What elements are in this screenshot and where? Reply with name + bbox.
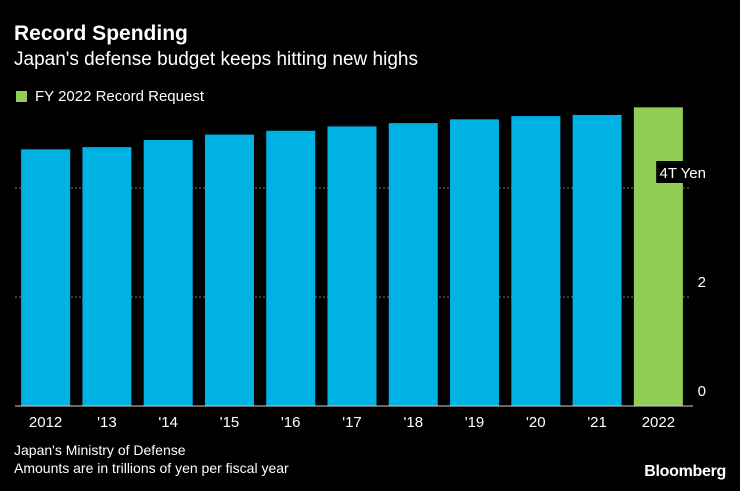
legend: FY 2022 Record Request: [16, 86, 204, 106]
bar-21: [572, 114, 622, 406]
bar-2012: [21, 149, 71, 406]
bloomberg-logo: Bloomberg: [644, 463, 726, 480]
legend-swatch: [16, 90, 27, 102]
x-tick-label-2022: 2022: [642, 414, 675, 431]
bar-15: [204, 134, 254, 406]
bar-16: [266, 130, 316, 406]
units-note: Amounts are in trillions of yen per fisc…: [14, 460, 289, 476]
x-axis-ticks: 2012 '13 '14 '15 '16 '17 '18 '19 '20 '21 2022: [29, 414, 675, 431]
source-note: Japan's Ministry of Defense: [14, 442, 186, 458]
bar-2022: [633, 107, 683, 406]
y-tick-label-4: 4T Yen: [660, 165, 706, 182]
bar-20: [511, 116, 561, 406]
bar-18: [388, 123, 438, 406]
bar-17: [327, 126, 377, 407]
x-tick-label-19: '19: [465, 414, 485, 431]
x-tick-label-16: '16: [281, 414, 301, 431]
x-tick-label-13: '13: [97, 414, 117, 431]
x-tick-label-20: '20: [526, 414, 546, 431]
x-tick-label-15: '15: [220, 414, 240, 431]
y-tick-label-backing: [656, 161, 707, 183]
x-tick-label-2012: 2012: [29, 414, 62, 431]
x-tick-label-14: '14: [158, 414, 178, 431]
bars: [15, 107, 693, 407]
chart-title: Record Spending: [14, 22, 188, 45]
bar-13: [82, 147, 132, 407]
y-tick-label-2: 2: [698, 274, 706, 291]
bar-14: [143, 140, 193, 407]
x-tick-label-18: '18: [404, 414, 424, 431]
x-tick-label-17: '17: [342, 414, 362, 431]
y-tick-label-0: 0: [698, 383, 706, 400]
y-axis-ticks: 0 2 4T Yen: [656, 161, 707, 400]
bar-19: [450, 119, 500, 406]
x-tick-label-21: '21: [587, 414, 607, 431]
chart-subtitle: Japan's defense budget keeps hitting new…: [14, 49, 418, 70]
legend-label: FY 2022 Record Request: [35, 87, 204, 105]
